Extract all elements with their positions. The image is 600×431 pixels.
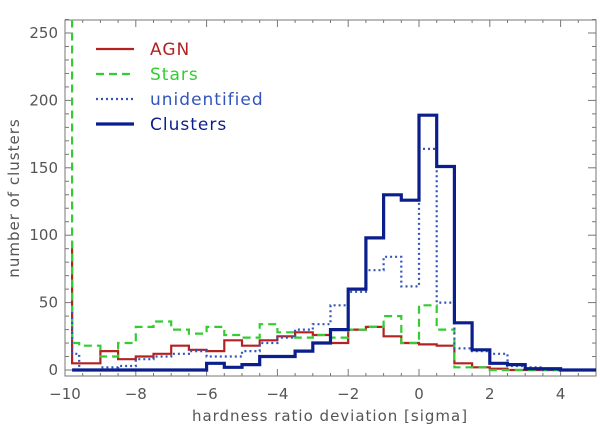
legend-label: unidentified (150, 90, 264, 110)
y-tick-label: 100 (29, 226, 58, 244)
x-tick-label: 2 (485, 385, 495, 403)
y-tick-label: 150 (29, 159, 58, 177)
y-tick-label: 250 (29, 24, 58, 42)
y-axis-title: number of clusters (5, 118, 23, 277)
y-axis: 0 50 100 150 200 250 (29, 19, 596, 379)
legend-label: AGN (150, 40, 190, 60)
x-tick-label: −8 (125, 385, 147, 403)
x-tick-label: −6 (196, 385, 218, 403)
x-tick-label: −2 (337, 385, 359, 403)
series-group (71, 19, 596, 372)
y-tick-label: 200 (29, 91, 58, 109)
legend-label: Stars (150, 65, 199, 85)
x-tick-label: −4 (266, 385, 288, 403)
x-tick-label: 4 (556, 385, 566, 403)
legend: AGN Stars unidentified Clusters (96, 40, 264, 135)
series-line-stars (71, 19, 596, 372)
y-tick-label: 0 (48, 361, 58, 379)
plot-frame (64, 19, 597, 377)
legend-label: Clusters (150, 115, 227, 135)
x-axis-title: hardness ratio deviation [sigma] (192, 407, 468, 425)
series-line-clusters (72, 113, 596, 372)
x-axis: −10 −8 −6 −4 −2 0 2 4 (49, 20, 597, 403)
x-tick-label: 0 (414, 385, 424, 403)
x-tick-label: −10 (49, 385, 81, 403)
y-tick-label: 50 (39, 294, 58, 312)
